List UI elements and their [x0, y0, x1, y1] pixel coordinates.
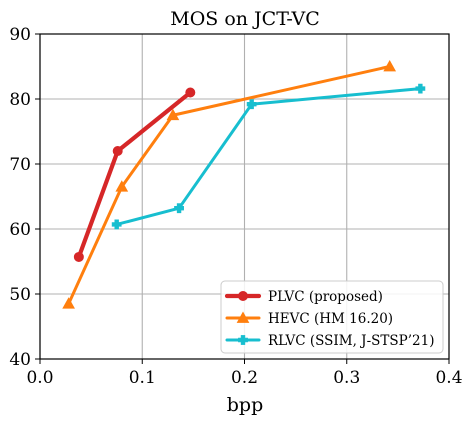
x-tick-label: 0.3	[333, 368, 360, 388]
data-point	[415, 83, 426, 94]
series-line	[115, 87, 422, 226]
series-line	[67, 65, 392, 306]
y-tick-label: 90	[9, 25, 31, 45]
y-tick-label: 60	[9, 220, 31, 240]
y-tick-label: 80	[9, 90, 31, 110]
series-1	[73, 87, 196, 262]
x-tick-label: 0.4	[435, 368, 462, 388]
legend-marker	[238, 335, 248, 345]
ticks: 0.0 0.1 0.2 0.3 0.4 40 50 60 70 80 90	[9, 25, 462, 388]
series-layer	[62, 59, 426, 309]
data-point	[62, 297, 75, 309]
data-point	[166, 108, 180, 121]
legend-marker	[238, 291, 248, 301]
data-point	[383, 59, 397, 72]
legend-label: HEVC (HM 16.20)	[268, 311, 393, 327]
legend-label: PLVC (proposed)	[268, 289, 383, 305]
data-point	[115, 180, 129, 192]
x-tick-label: 0.2	[231, 368, 258, 388]
legend-label: RLVC (SSIM, J-STSP’21)	[268, 333, 434, 349]
legend-item: HEVC (HM 16.20)	[225, 311, 393, 327]
y-tick-label: 40	[9, 350, 31, 370]
chart-title: MOS on JCT-VC	[170, 8, 319, 30]
x-tick-label: 0.1	[129, 368, 156, 388]
x-axis-label: bpp	[227, 394, 264, 416]
data-point	[73, 251, 84, 262]
legend-item: PLVC (proposed)	[224, 289, 383, 305]
y-tick-label: 50	[9, 285, 31, 305]
data-point	[246, 99, 257, 110]
series-2	[62, 59, 397, 309]
legend-frame	[220, 280, 444, 354]
x-tick-label: 0.0	[26, 368, 53, 388]
data-point	[111, 219, 122, 230]
legend-item: RLVC (SSIM, J-STSP’21)	[225, 333, 434, 349]
series-3	[111, 83, 426, 230]
y-tick-label: 70	[9, 155, 31, 175]
legend: PLVC (proposed) HEVC (HM 16.20) RLVC (SSIM…	[220, 280, 444, 354]
data-point	[112, 146, 123, 156]
legend-marker	[236, 311, 250, 323]
data-point	[185, 87, 196, 98]
data-point	[174, 203, 184, 214]
